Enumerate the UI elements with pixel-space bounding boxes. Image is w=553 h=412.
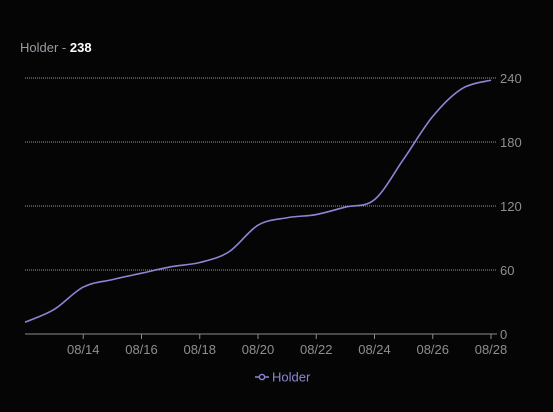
x-tick-label: 08/16 [125,342,158,357]
x-tick-label: 08/22 [300,342,333,357]
data-point[interactable] [197,260,203,266]
data-point[interactable] [22,319,28,325]
x-tick-label: 08/26 [416,342,449,357]
metric-value: 238 [69,40,92,55]
x-tick-label: 08/18 [183,342,216,357]
grid-layer [25,77,497,271]
data-point[interactable] [313,212,319,218]
series-layer [22,77,494,325]
data-point[interactable] [51,306,57,312]
legend-marker-icon [258,373,266,381]
x-tick-label: 08/24 [358,342,391,357]
data-point[interactable] [139,270,145,276]
metric-name: Holder [20,40,59,55]
data-point[interactable] [226,249,232,255]
x-axis [25,333,497,339]
y-axis: 0 60 120 180 240 [500,71,522,342]
data-point[interactable] [80,284,86,290]
data-point[interactable] [488,77,494,83]
y-tick-label: 60 [500,263,514,278]
data-point[interactable] [342,204,348,210]
data-point[interactable] [255,222,261,228]
data-point[interactable] [401,156,407,162]
y-tick-label: 180 [500,135,522,150]
y-tick-label: 240 [500,71,522,86]
y-tick-label: 0 [500,327,507,342]
series-line-holder [24,79,492,324]
data-point[interactable] [168,264,174,270]
data-point[interactable] [284,215,290,221]
x-tick-label: 08/14 [67,342,100,357]
x-tick-label: 08/28 [475,342,508,357]
data-point[interactable] [430,113,436,119]
legend-label[interactable]: Holder [272,370,311,385]
data-point[interactable] [459,86,465,92]
metric-separator: - [61,40,67,55]
chart-header: Holder - 238 [20,40,92,55]
data-point[interactable] [372,197,378,203]
data-point[interactable] [109,277,115,283]
legend[interactable]: Holder [255,370,311,385]
x-tick-label: 08/20 [242,342,275,357]
y-tick-label: 120 [500,199,522,214]
x-tick-labels: 08/14 08/16 08/18 08/20 08/22 08/24 08/26 08/28 [67,342,507,357]
